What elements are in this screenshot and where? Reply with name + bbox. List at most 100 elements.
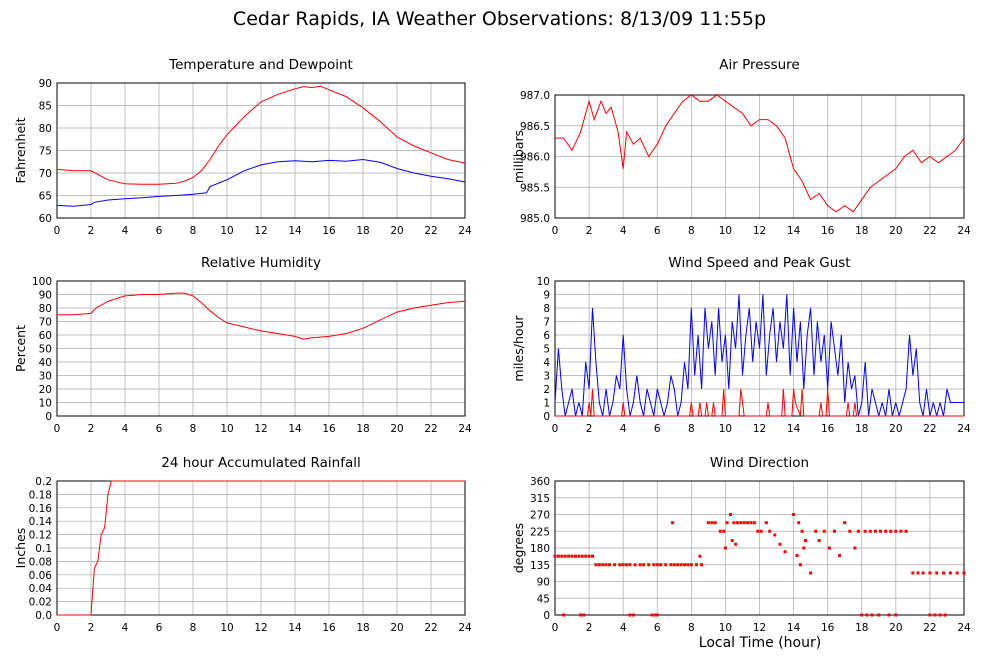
data-point (625, 563, 629, 567)
series-line-0 (57, 480, 465, 616)
y-tick-label: 986.5 (520, 121, 550, 133)
data-point (746, 521, 750, 525)
y-axis-label: Fahrenheit (13, 117, 28, 183)
x-tick-label: 2 (586, 423, 593, 435)
data-point (638, 563, 642, 567)
data-point (694, 563, 698, 567)
chart-title: Relative Humidity (201, 255, 321, 271)
x-tick-label: 2 (88, 423, 95, 435)
x-tick-label: 2 (586, 225, 593, 237)
y-tick-label: 0.1 (35, 543, 52, 555)
data-point (567, 554, 571, 558)
data-point (802, 546, 806, 550)
data-point (935, 571, 939, 575)
y-tick-label: 0.02 (29, 597, 52, 609)
data-point (894, 529, 898, 533)
x-tick-label: 24 (458, 423, 472, 435)
x-tick-label: 14 (787, 423, 801, 435)
x-tick-label: 4 (620, 225, 627, 237)
x-tick-label: 6 (156, 225, 163, 237)
data-point (679, 563, 683, 567)
data-point (735, 521, 739, 525)
data-point (773, 533, 777, 537)
series-line-0 (555, 94, 965, 213)
y-tick-label: 3 (543, 371, 550, 383)
x-tick-label: 18 (855, 423, 868, 435)
data-point (827, 546, 831, 550)
data-point (928, 613, 932, 617)
y-tick-label: 225 (530, 526, 550, 538)
data-point (948, 571, 952, 575)
data-point (570, 554, 574, 558)
x-tick-label: 16 (821, 622, 835, 634)
data-point (800, 529, 804, 533)
x-tick-label: 20 (889, 622, 902, 634)
y-tick-label: 986.0 (520, 152, 550, 164)
y-tick-label: 1 (543, 398, 550, 410)
data-point (713, 521, 717, 525)
data-point (659, 563, 663, 567)
x-tick-label: 6 (156, 622, 163, 634)
data-point (865, 613, 869, 617)
x-tick-label: 18 (356, 225, 369, 237)
x-tick-label: 14 (787, 622, 801, 634)
x-tick-label: 18 (356, 622, 369, 634)
x-tick-label: 2 (88, 225, 95, 237)
y-tick-label: 9 (543, 290, 550, 302)
data-point (706, 521, 710, 525)
data-point (725, 521, 729, 525)
x-tick-label: 8 (190, 622, 197, 634)
x-tick-label: 4 (122, 622, 129, 634)
x-tick-label: 4 (122, 225, 129, 237)
data-point (863, 529, 867, 533)
plot-frame (554, 480, 965, 616)
data-point (560, 554, 564, 558)
data-point (778, 542, 782, 546)
data-point (911, 571, 915, 575)
y-tick-label: 6 (543, 330, 550, 342)
chart-title: Temperature and Dewpoint (168, 57, 353, 73)
data-point (838, 553, 842, 557)
y-tick-label: 0.06 (29, 570, 53, 582)
y-axis-label: miles/hour (511, 315, 526, 382)
data-point (655, 563, 659, 567)
data-point (700, 563, 704, 567)
x-tick-label: 12 (753, 423, 766, 435)
data-point (562, 613, 566, 617)
x-tick-label: 24 (957, 622, 971, 634)
data-point (817, 539, 821, 543)
y-tick-label: 0.04 (29, 583, 53, 595)
data-point (814, 529, 818, 533)
data-point (889, 529, 893, 533)
y-tick-label: 70 (39, 317, 52, 329)
data-point (672, 563, 676, 567)
y-tick-label: 10 (39, 398, 52, 410)
y-tick-label: 985.5 (520, 182, 550, 194)
plot-frame (554, 94, 965, 219)
x-tick-label: 12 (254, 622, 267, 634)
data-point (631, 613, 635, 617)
y-tick-label: 0 (543, 411, 550, 423)
common-x-axis-label: Local Time (hour) (698, 635, 822, 651)
x-tick-label: 12 (254, 423, 267, 435)
series-line-0 (56, 85, 466, 185)
y-tick-label: 90 (39, 290, 52, 302)
data-point (577, 554, 581, 558)
y-axis-label: Percent (13, 325, 28, 372)
x-tick-label: 20 (390, 622, 403, 634)
data-point (843, 521, 847, 525)
data-point (628, 563, 632, 567)
y-tick-label: 985.0 (520, 213, 550, 225)
data-point (759, 529, 763, 533)
x-tick-label: 22 (424, 622, 437, 634)
y-tick-label: 90 (537, 577, 550, 589)
x-tick-label: 20 (390, 423, 403, 435)
plot-frame (56, 280, 466, 417)
x-tick-label: 0 (552, 225, 559, 237)
data-point (604, 563, 608, 567)
x-tick-label: 2 (586, 622, 593, 634)
y-tick-label: 180 (530, 543, 550, 555)
x-tick-label: 6 (654, 622, 661, 634)
y-tick-label: 85 (39, 101, 52, 113)
y-tick-label: 0.2 (35, 476, 52, 488)
